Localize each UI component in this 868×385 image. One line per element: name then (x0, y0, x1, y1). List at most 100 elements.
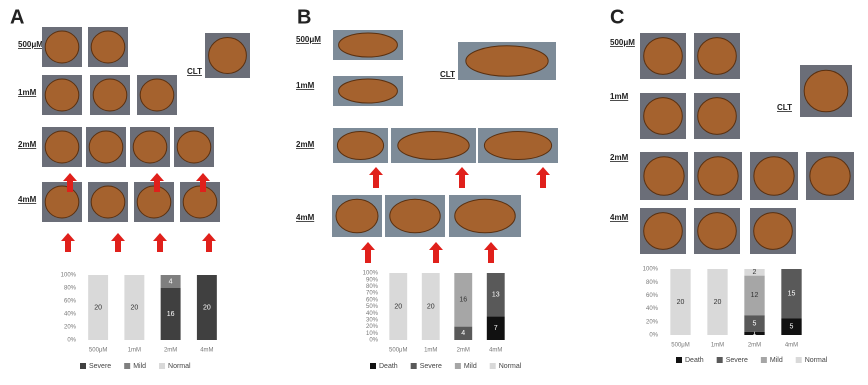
panel-label: C (610, 6, 624, 28)
value-label: 12 (751, 292, 759, 299)
y-tick-label: 80% (646, 280, 659, 286)
x-tick-label: 1mM (711, 343, 724, 349)
value-label: 20 (714, 299, 722, 306)
legend-swatch (454, 363, 461, 369)
x-tick-label: 4mM (785, 343, 798, 349)
row-label: 4mM (610, 213, 629, 222)
row-label: 1mM (18, 88, 37, 97)
embryo (389, 198, 441, 234)
legend-label: Death (685, 357, 704, 364)
x-tick-label: 500μM (671, 343, 689, 349)
y-tick-label: 0% (369, 338, 378, 344)
embryo (335, 198, 379, 234)
value-label: 16 (459, 297, 467, 304)
bar-segment (486, 273, 505, 317)
arrow (369, 167, 383, 188)
bar-segment (124, 275, 145, 340)
row-label: 500μM (610, 38, 635, 47)
legend-label: Mild (770, 357, 783, 364)
y-tick-label: 20% (646, 319, 659, 325)
y-tick-label: 30% (366, 317, 379, 323)
bar-segment (454, 326, 473, 340)
value-label: 20 (394, 303, 402, 310)
bar-segment (196, 275, 217, 340)
legend-label: Normal (805, 357, 828, 364)
value-label: 16 (167, 311, 175, 318)
y-tick-label: 60% (64, 299, 77, 305)
row-label: 2mM (18, 140, 37, 149)
arrow (202, 233, 216, 252)
y-tick-label: 80% (366, 284, 379, 290)
legend-swatch (489, 363, 496, 369)
y-tick-label: 40% (366, 311, 379, 317)
embryo (753, 156, 795, 196)
embryo (643, 37, 683, 75)
y-tick-label: 70% (366, 291, 379, 297)
y-tick-label: 100% (363, 271, 379, 277)
legend-swatch (676, 357, 682, 363)
x-tick-label: 4mM (489, 348, 502, 354)
embryo (483, 131, 553, 160)
legend-label: Mild (464, 363, 477, 370)
legend-swatch (124, 363, 131, 369)
bar-segment (781, 318, 802, 335)
value-label: 20 (203, 304, 211, 311)
arrow (150, 173, 164, 192)
legend-label: Normal (168, 363, 191, 370)
row-label: 2mM (610, 153, 629, 162)
legend-label: Severe (726, 357, 748, 364)
y-tick-label: 100% (643, 267, 659, 273)
embryo (90, 30, 126, 64)
value-label: 1 (753, 330, 757, 337)
row-label: 1mM (610, 92, 629, 101)
bar-segment (389, 273, 408, 340)
embryo (90, 185, 126, 219)
embryo (44, 185, 80, 219)
embryo (132, 130, 168, 164)
embryo (809, 156, 851, 196)
x-tick-label: 500μM (89, 348, 107, 354)
row-label: 500μM (18, 40, 43, 49)
bar-segment (707, 269, 728, 335)
bar-segment (486, 316, 505, 340)
arrow (111, 233, 125, 252)
embryo (208, 37, 247, 74)
arrow (61, 233, 75, 252)
embryo (465, 45, 549, 77)
value-label: 20 (677, 299, 685, 306)
row-label: 500μM (296, 35, 321, 44)
x-tick-label: 2mM (748, 343, 761, 349)
embryo (697, 97, 737, 135)
legend-label: Severe (89, 363, 111, 370)
panel-label: A (10, 6, 24, 28)
x-tick-label: 2mM (164, 348, 177, 354)
arrow (536, 167, 550, 188)
row-label: 2mM (296, 140, 315, 149)
y-tick-label: 40% (646, 306, 659, 312)
embryo (176, 130, 212, 164)
y-tick-label: 50% (366, 304, 379, 310)
value-label: 4 (169, 278, 173, 285)
embryo (803, 69, 849, 113)
row-label: 4mM (18, 195, 37, 204)
arrow (196, 173, 210, 192)
x-tick-label: 4mM (200, 348, 213, 354)
bar-segment (421, 273, 440, 340)
row-label: 1mM (296, 81, 315, 90)
control-label: CLT (777, 103, 792, 112)
embryo (753, 212, 793, 250)
bar-segment (670, 269, 691, 335)
embryo (697, 156, 739, 196)
arrow (153, 233, 167, 252)
value-label: 20 (427, 303, 435, 310)
y-tick-label: 40% (64, 312, 77, 318)
embryo (697, 37, 737, 75)
embryo (643, 212, 683, 250)
bar-segment (781, 269, 802, 319)
legend-swatch (159, 363, 166, 369)
arrow (484, 242, 498, 263)
value-label: 2 (753, 269, 757, 276)
x-tick-label: 1mM (424, 348, 437, 354)
bar-segment (88, 275, 109, 340)
legend-swatch (80, 363, 86, 369)
